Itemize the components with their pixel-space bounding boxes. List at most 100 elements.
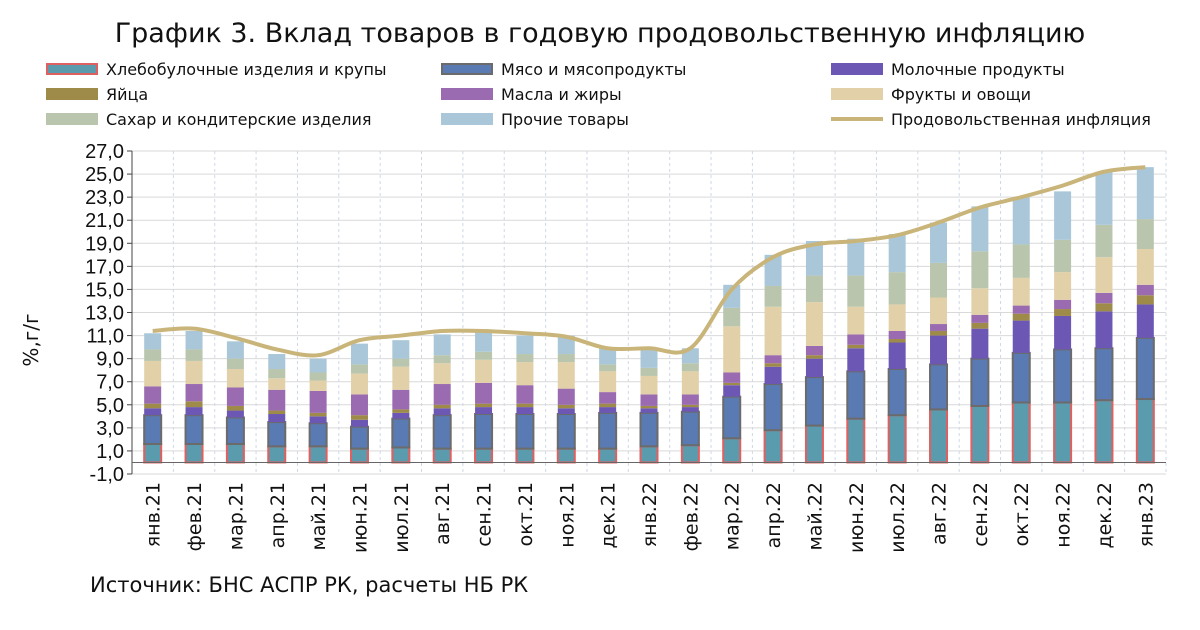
x-tick-label: дек.22 — [1094, 482, 1116, 549]
y-tick-label: 7,0 — [96, 372, 124, 394]
line-layer — [152, 165, 1146, 358]
bar-segment-3-2 — [226, 405, 244, 411]
bar-segment-1-8 — [474, 413, 494, 450]
bar-segment-1-21 — [1011, 351, 1031, 404]
bar-segment-1-10 — [556, 413, 576, 450]
bar-segment-6-12 — [640, 367, 658, 376]
bar-segment-1-23 — [1094, 347, 1114, 402]
bar-segment-6-1 — [185, 349, 203, 361]
bar-segment-6-9 — [516, 354, 534, 363]
y-tick-label: 13,0 — [85, 303, 124, 325]
legend-item: Мясо и мясопродукты — [441, 58, 686, 80]
bar-segment-5-21 — [1012, 277, 1030, 306]
bar-segment-0-10 — [556, 447, 576, 464]
bar-segment-2-15 — [764, 366, 782, 385]
bar-segment-3-9 — [516, 403, 534, 408]
y-tick-label: 27,0 — [85, 141, 124, 163]
bar-segment-3-7 — [433, 404, 451, 409]
bar-segment-3-24 — [1136, 295, 1154, 305]
bar-segment-2-9 — [516, 407, 534, 415]
x-tick-label: янв.23 — [1135, 482, 1157, 547]
bar-segment-4-18 — [888, 330, 906, 340]
bar-segment-6-21 — [1012, 244, 1030, 278]
bars-layer — [143, 167, 1155, 464]
bar-segment-7-21 — [1012, 197, 1030, 245]
bar-segment-7-16 — [805, 240, 823, 276]
legend-label: Хлебобулочные изделия и крупы — [106, 59, 387, 79]
x-tick-label: дек.21 — [598, 482, 620, 549]
bar-segment-5-7 — [433, 363, 451, 385]
bar-segment-0-23 — [1094, 399, 1114, 464]
legend-item: Сахар и кондитерские изделия — [46, 108, 372, 130]
bar-segment-6-16 — [805, 275, 823, 303]
bar-segment-6-18 — [888, 272, 906, 305]
legend-label: Сахар и кондитерские изделия — [106, 109, 372, 129]
bar-segment-1-20 — [970, 357, 990, 407]
bar-segment-0-6 — [391, 446, 411, 464]
bar-segment-4-24 — [1136, 284, 1154, 296]
bar-segment-1-7 — [432, 414, 452, 450]
y-tick-label: 21,0 — [85, 210, 124, 232]
bar-segment-6-3 — [268, 369, 286, 379]
bar-segment-4-21 — [1012, 305, 1030, 314]
bar-segment-5-9 — [516, 362, 534, 386]
bar-segment-5-1 — [185, 360, 203, 385]
legend-label: Мясо и мясопродукты — [501, 59, 687, 79]
legend-swatch — [441, 63, 493, 75]
bar-segment-5-8 — [475, 359, 493, 383]
legend-item: Продовольственная инфляция — [831, 108, 1151, 130]
bar-segment-4-7 — [433, 384, 451, 405]
legend-swatch — [46, 63, 98, 75]
y-tick-label: 3,0 — [96, 418, 124, 440]
bar-segment-0-16 — [804, 424, 824, 464]
x-tick-label: июн.21 — [349, 482, 371, 553]
y-tick-label: 5,0 — [96, 395, 124, 417]
bar-segment-5-4 — [309, 380, 327, 391]
bar-segment-7-1 — [185, 330, 203, 350]
bar-segment-3-22 — [1054, 309, 1072, 316]
legend-swatch — [46, 88, 98, 100]
bar-segment-3-20 — [971, 322, 989, 329]
bar-segment-3-16 — [805, 355, 823, 359]
bar-segment-3-4 — [309, 412, 327, 417]
x-tick-label: окт.21 — [515, 482, 537, 546]
bar-segment-5-14 — [723, 326, 741, 373]
bar-segment-1-9 — [515, 413, 535, 450]
bar-segment-7-0 — [144, 333, 162, 350]
bar-segment-6-23 — [1095, 224, 1113, 258]
bar-segment-7-11 — [599, 348, 617, 365]
bar-segment-6-6 — [392, 358, 410, 367]
bar-segment-0-12 — [639, 445, 659, 464]
bar-segment-1-14 — [722, 395, 742, 440]
bar-segment-2-4 — [309, 416, 327, 424]
x-tick-label: мар.22 — [722, 482, 744, 550]
x-tick-label: мар.21 — [225, 482, 247, 550]
bar-segment-2-8 — [475, 407, 493, 415]
legend-label: Прочие товары — [501, 109, 629, 129]
bar-segment-0-5 — [349, 447, 369, 464]
bar-segment-4-14 — [723, 372, 741, 383]
bar-segment-4-10 — [557, 388, 575, 405]
bar-segment-1-15 — [763, 383, 783, 432]
bar-segment-5-3 — [268, 378, 286, 390]
bar-segment-2-16 — [805, 358, 823, 378]
bar-segment-7-3 — [268, 354, 286, 370]
bar-segment-0-4 — [308, 445, 328, 464]
bar-segment-2-1 — [185, 407, 203, 416]
bar-segment-0-7 — [432, 447, 452, 464]
bar-segment-6-15 — [764, 285, 782, 307]
bar-segment-6-17 — [847, 275, 865, 307]
bar-segment-0-22 — [1053, 401, 1073, 464]
legend-label: Продовольственная инфляция — [891, 109, 1151, 129]
bar-segment-2-10 — [557, 408, 575, 415]
bar-segment-6-5 — [350, 364, 368, 374]
y-tick-label: 17,0 — [85, 256, 124, 278]
bar-segment-7-23 — [1095, 171, 1113, 225]
bar-segment-5-12 — [640, 375, 658, 395]
bar-segment-3-15 — [764, 363, 782, 367]
bar-segment-0-1 — [184, 443, 204, 464]
x-tick-label: июн.22 — [846, 482, 868, 553]
bar-segment-3-8 — [475, 403, 493, 408]
inflation-line — [152, 165, 1146, 358]
x-tick-label: окт.22 — [1011, 482, 1033, 546]
